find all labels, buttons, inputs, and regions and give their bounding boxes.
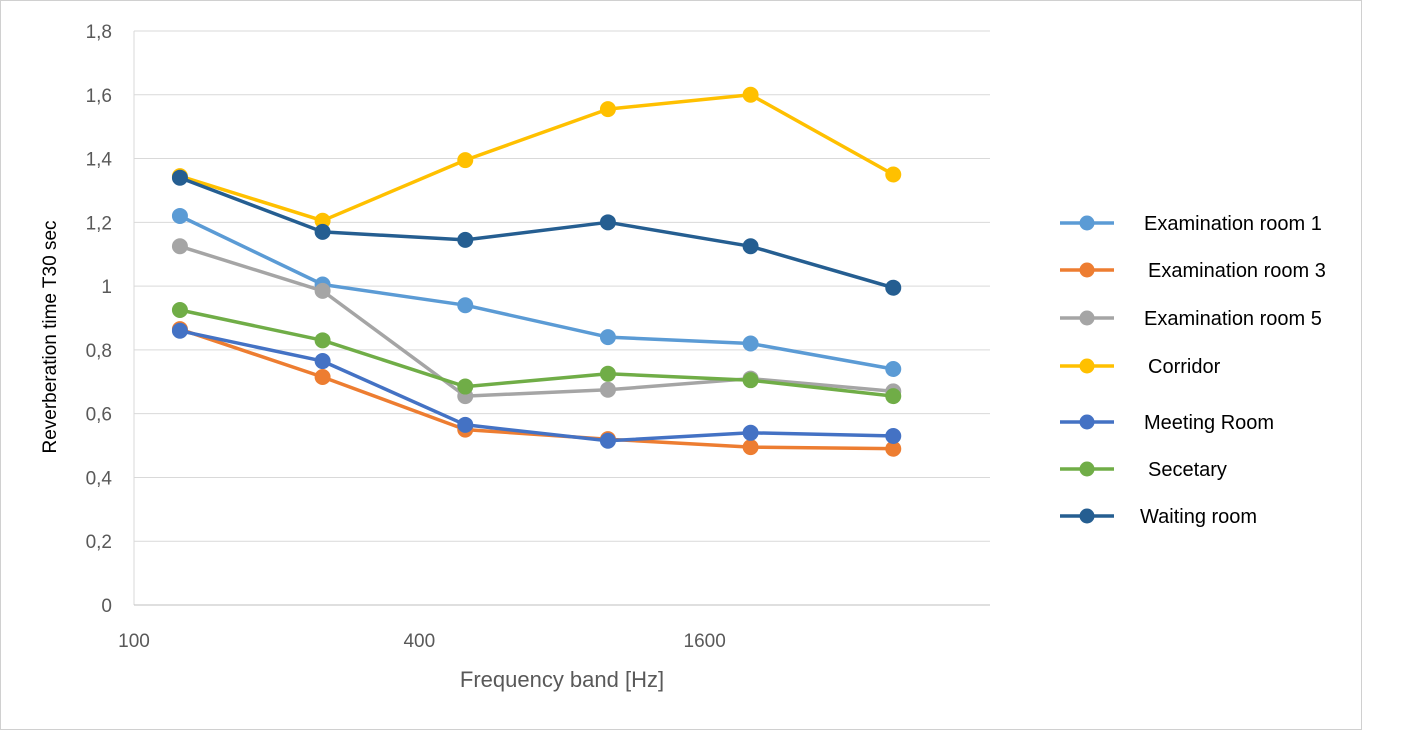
data-point-5-4 bbox=[742, 372, 759, 389]
data-point-0-4 bbox=[742, 335, 759, 352]
series-line-5 bbox=[178, 308, 896, 398]
data-point-0-5 bbox=[885, 361, 902, 378]
x-tick-label-2: 1600 bbox=[684, 631, 726, 652]
data-point-0-3 bbox=[599, 329, 616, 346]
data-point-2-3 bbox=[599, 381, 616, 398]
y-tick-label-6: 1,2 bbox=[86, 213, 112, 234]
x-axis-title: Frequency band [Hz] bbox=[460, 667, 664, 692]
series-line-3 bbox=[178, 93, 896, 223]
data-point-1-4 bbox=[742, 439, 759, 456]
y-tick-label-8: 1,6 bbox=[86, 86, 112, 107]
data-point-4-1 bbox=[314, 353, 331, 370]
data-point-4-5 bbox=[885, 427, 902, 444]
data-point-4-0 bbox=[171, 322, 188, 339]
legend-item-4: Meeting Room bbox=[1060, 412, 1274, 434]
axes bbox=[133, 31, 990, 606]
data-point-0-2 bbox=[457, 297, 474, 314]
legend-marker-6 bbox=[1079, 508, 1095, 524]
chart-frame bbox=[0, 0, 1362, 730]
data-point-3-4 bbox=[742, 86, 759, 103]
y-tick-label-7: 1,4 bbox=[86, 150, 113, 171]
data-point-3-5 bbox=[885, 166, 902, 183]
data-point-6-5 bbox=[885, 279, 902, 296]
data-point-2-1 bbox=[314, 282, 331, 299]
series-6 bbox=[171, 169, 902, 296]
legend-label-3: Corridor bbox=[1148, 356, 1221, 378]
y-axis-title: Reverberation time T30 sec bbox=[40, 220, 61, 453]
x-tick-label-0: 100 bbox=[118, 631, 150, 652]
y-tick-labels: 0 0,2 0,4 0,6 0,8 1 1,2 1,4 1,6 1,8 bbox=[86, 22, 113, 617]
x-tick-labels: 100 400 1600 bbox=[118, 631, 726, 652]
legend-marker-0 bbox=[1079, 215, 1095, 231]
data-point-5-1 bbox=[314, 332, 331, 349]
legend-label-2: Examination room 5 bbox=[1144, 308, 1322, 330]
legend-marker-2 bbox=[1079, 310, 1095, 326]
data-point-4-3 bbox=[599, 432, 616, 449]
data-point-1-1 bbox=[314, 368, 331, 385]
legend-item-3: Corridor bbox=[1060, 356, 1221, 378]
data-point-3-3 bbox=[599, 101, 616, 118]
legend-label-5: Secetary bbox=[1148, 459, 1227, 481]
y-tick-label-5: 1 bbox=[101, 277, 112, 298]
data-point-5-3 bbox=[599, 365, 616, 382]
legend-marker-3 bbox=[1079, 358, 1095, 374]
series-1 bbox=[171, 321, 902, 457]
legend-label-1: Examination room 3 bbox=[1148, 260, 1326, 282]
legend-label-0: Examination room 1 bbox=[1144, 213, 1322, 235]
data-point-3-2 bbox=[457, 152, 474, 169]
series-0 bbox=[171, 207, 902, 378]
series-line-0 bbox=[178, 214, 896, 371]
data-point-2-0 bbox=[171, 238, 188, 255]
data-point-5-5 bbox=[885, 388, 902, 405]
series-4 bbox=[171, 322, 902, 449]
data-point-6-3 bbox=[599, 214, 616, 231]
grid-lines bbox=[134, 30, 990, 542]
legend-marker-4 bbox=[1079, 414, 1095, 430]
legend-item-1: Examination room 3 bbox=[1060, 260, 1326, 282]
legend: Examination room 1 Examination room 3 Exam… bbox=[1060, 213, 1326, 528]
series-line-4 bbox=[178, 329, 896, 443]
data-point-5-2 bbox=[457, 378, 474, 395]
legend-marker-1 bbox=[1079, 262, 1095, 278]
data-point-4-4 bbox=[742, 424, 759, 441]
legend-item-2: Examination room 5 bbox=[1060, 308, 1322, 330]
x-tick-label-1: 400 bbox=[403, 631, 435, 652]
y-tick-label-1: 0,2 bbox=[86, 532, 112, 553]
legend-item-6: Waiting room bbox=[1060, 506, 1257, 528]
legend-item-0: Examination room 1 bbox=[1060, 213, 1322, 235]
legend-label-4: Meeting Room bbox=[1144, 412, 1274, 434]
legend-marker-5 bbox=[1079, 461, 1095, 477]
y-tick-label-0: 0 bbox=[101, 596, 112, 617]
data-point-6-1 bbox=[314, 223, 331, 240]
series-5 bbox=[171, 302, 902, 405]
y-tick-label-3: 0,6 bbox=[86, 405, 112, 426]
data-point-6-2 bbox=[457, 231, 474, 248]
data-point-4-2 bbox=[457, 416, 474, 433]
data-point-5-0 bbox=[171, 302, 188, 319]
series-line-2 bbox=[178, 244, 896, 398]
y-tick-label-9: 1,8 bbox=[86, 22, 112, 43]
series-line-6 bbox=[178, 175, 896, 290]
y-tick-label-4: 0,8 bbox=[86, 341, 112, 362]
data-point-6-4 bbox=[742, 238, 759, 255]
data-point-6-0 bbox=[171, 169, 188, 186]
y-tick-label-2: 0,4 bbox=[86, 468, 113, 489]
series-3 bbox=[171, 86, 902, 229]
legend-item-5: Secetary bbox=[1060, 459, 1227, 481]
data-point-0-0 bbox=[171, 207, 188, 224]
series-group bbox=[171, 86, 902, 457]
series-line-1 bbox=[178, 327, 896, 451]
legend-label-6: Waiting room bbox=[1140, 506, 1257, 528]
